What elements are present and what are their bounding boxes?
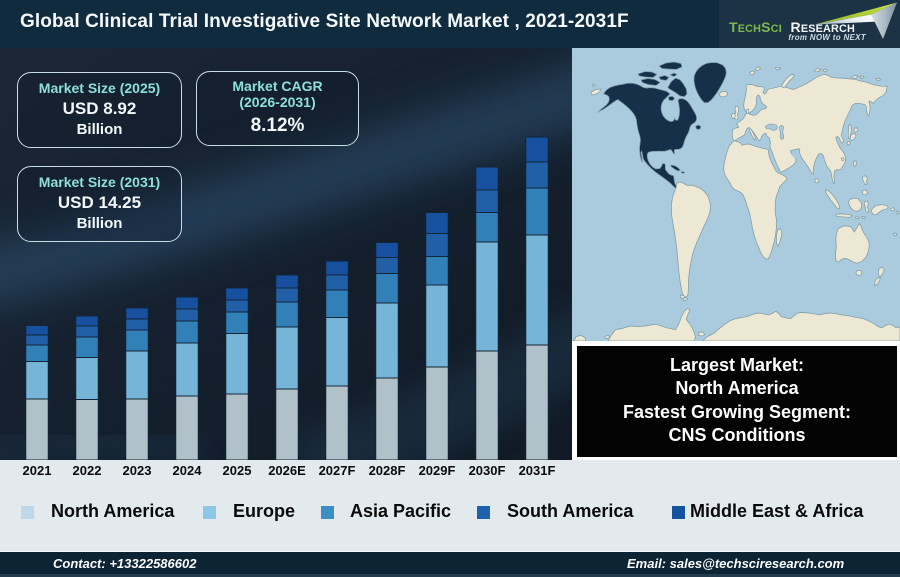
svg-text:from NOW to NEXT: from NOW to NEXT: [788, 33, 866, 42]
svg-text:RESEARCH: RESEARCH: [791, 19, 856, 35]
svg-text:TECHSCI: TECHSCI: [729, 19, 782, 35]
